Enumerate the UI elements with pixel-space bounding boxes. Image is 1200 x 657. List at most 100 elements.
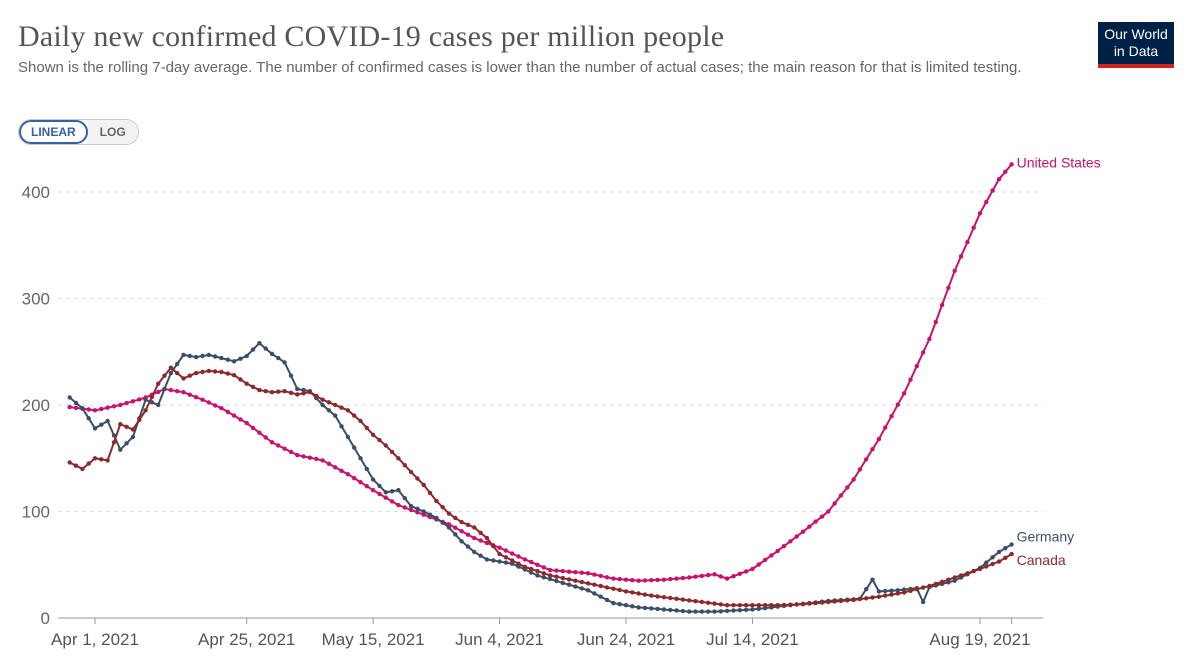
data-point [472,549,477,555]
data-point [250,347,256,352]
data-point [269,390,275,395]
data-point [478,553,483,558]
data-point [712,572,717,577]
data-point [307,390,313,395]
data-point [908,377,913,382]
data-point [421,509,426,514]
data-point [623,577,629,582]
data-point [851,597,856,603]
data-point [465,532,471,537]
data-point [737,571,742,576]
x-tick-label: Apr 25, 2021 [198,630,295,649]
data-point [478,538,483,543]
y-tick-label: 0 [41,609,50,628]
data-point [883,425,888,430]
data-point [807,601,812,606]
data-point [231,413,237,418]
data-point [636,578,641,583]
data-point [383,443,388,448]
data-point [781,543,787,549]
data-point [320,397,325,402]
data-point [295,452,300,458]
data-point [86,461,91,466]
owid-logo[interactable]: Our World in Data [1098,22,1174,68]
series-canada [67,365,1014,608]
data-point [706,609,711,614]
data-point [706,572,711,578]
data-point [187,373,192,378]
data-point [503,555,509,560]
data-point [617,587,622,593]
data-point [996,549,1002,555]
data-point [743,569,749,574]
linear-scale-button[interactable]: LINEAR [19,120,88,144]
data-point [276,389,281,394]
data-point [655,594,660,599]
scale-toggle[interactable]: LINEAR LOG [18,119,139,145]
data-point [920,350,926,355]
y-tick-label: 400 [22,183,50,202]
data-point [813,519,818,524]
data-point [80,406,85,411]
data-point [339,405,344,410]
data-point [598,594,603,599]
data-point [333,402,338,408]
chart-title: Daily new confirmed COVID-19 cases per m… [18,20,725,53]
data-point [864,457,869,462]
data-point [876,436,882,442]
data-point [756,562,761,567]
data-point [446,522,452,527]
data-point [756,603,761,608]
data-point [895,588,900,593]
data-point [282,360,287,365]
data-point [156,381,161,386]
data-point [914,587,919,592]
data-point [895,591,900,596]
data-point [756,606,761,611]
data-point [889,588,894,593]
data-point [794,602,799,607]
data-point [1003,555,1008,560]
data-point [946,577,951,582]
data-point [67,460,72,465]
data-point [181,376,186,381]
data-point [99,457,104,462]
data-point [370,477,376,482]
data-point [522,557,528,562]
data-point [529,566,534,572]
log-scale-button[interactable]: LOG [87,120,138,144]
data-point [345,434,351,440]
data-point [370,488,376,493]
data-point [630,590,635,595]
data-point [415,476,420,481]
data-point [282,389,287,394]
data-point [655,606,660,612]
data-point [598,573,603,579]
data-point [118,447,123,452]
data-point [219,406,224,411]
data-point [674,608,679,613]
data-point [965,571,970,576]
data-point [92,456,98,461]
data-point [67,395,72,400]
data-point [200,397,205,402]
data-point [295,392,300,397]
data-point [535,573,540,578]
data-point [446,511,452,516]
data-point [206,352,211,358]
data-point [750,566,755,572]
data-point [617,576,622,582]
data-point [440,520,445,525]
data-point [845,598,850,603]
data-point [655,577,660,583]
data-point [396,488,401,493]
data-point [105,418,110,424]
x-tick-label: Jun 4, 2021 [455,630,544,649]
data-point [674,576,679,581]
data-point [876,589,882,594]
data-point [503,548,509,553]
data-point [219,355,224,361]
x-tick-label: Apr 1, 2021 [51,630,139,649]
series-united-states [67,162,1014,583]
